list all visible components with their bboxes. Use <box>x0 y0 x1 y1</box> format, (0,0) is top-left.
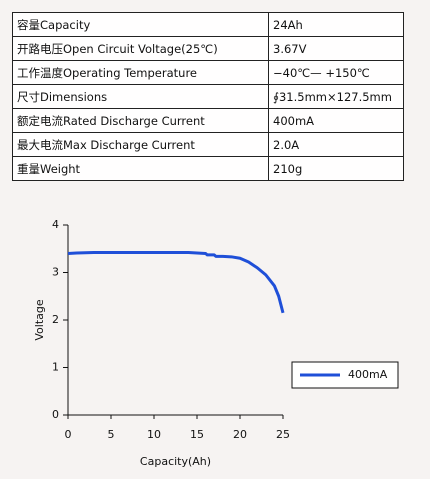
property-value: 210g <box>268 156 404 181</box>
property-name: 最大电流Max Discharge Current <box>12 132 269 157</box>
legend-label: 400mA <box>348 368 388 381</box>
property-value: 2.0A <box>268 132 404 157</box>
x-tick-label: 5 <box>108 428 115 441</box>
y-tick-label: 3 <box>52 266 59 279</box>
y-axis-label: Voltage <box>33 299 46 340</box>
x-axis-label: Capacity(Ah) <box>140 455 211 468</box>
y-tick-label: 1 <box>52 361 59 374</box>
table-row: 容量Capacity 24Ah <box>12 12 404 37</box>
data-line <box>67 251 285 314</box>
property-name: 额定电流Rated Discharge Current <box>12 108 269 133</box>
property-name: 尺寸Dimensions <box>12 84 269 109</box>
table-row: 尺寸Dimensions ∮31.5mm×127.5mm <box>12 84 404 109</box>
table-row: 开路电压Open Circuit Voltage(25℃) 3.67V <box>12 36 404 61</box>
chart: 0 1 2 3 4 0 5 10 15 20 25 Capacity(Ah) Voltage 400mA <box>33 218 399 468</box>
y-tick-label: 2 <box>52 313 59 326</box>
property-value: ∮31.5mm×127.5mm <box>268 84 404 109</box>
property-name: 开路电压Open Circuit Voltage(25℃) <box>12 36 269 61</box>
spec-table: 容量Capacity 24Ah 开路电压Open Circuit Voltage(2… <box>12 12 404 181</box>
property-name: 重量Weight <box>12 156 269 181</box>
property-name: 工作温度Operating Temperature <box>12 60 269 85</box>
property-value: 400mA <box>268 108 404 133</box>
property-value: −40℃— +150℃ <box>268 60 404 85</box>
property-name: 容量Capacity <box>12 12 269 37</box>
x-tick-label: 20 <box>233 428 247 441</box>
y-tick-label: 4 <box>52 218 59 231</box>
x-tick-label: 15 <box>190 428 204 441</box>
property-value: 3.67V <box>268 36 404 61</box>
y-tick-label: 0 <box>52 408 59 421</box>
x-tick-label: 10 <box>147 428 161 441</box>
x-tick-label: 0 <box>65 428 72 441</box>
property-value: 24Ah <box>268 12 404 37</box>
table-row: 工作温度Operating Temperature −40℃— +150℃ <box>12 60 404 85</box>
table-row: 重量Weight 210g <box>12 156 404 181</box>
table-row: 最大电流Max Discharge Current 2.0A <box>12 132 404 157</box>
table-row: 额定电流Rated Discharge Current 400mA <box>12 108 404 133</box>
x-tick-label: 25 <box>276 428 290 441</box>
